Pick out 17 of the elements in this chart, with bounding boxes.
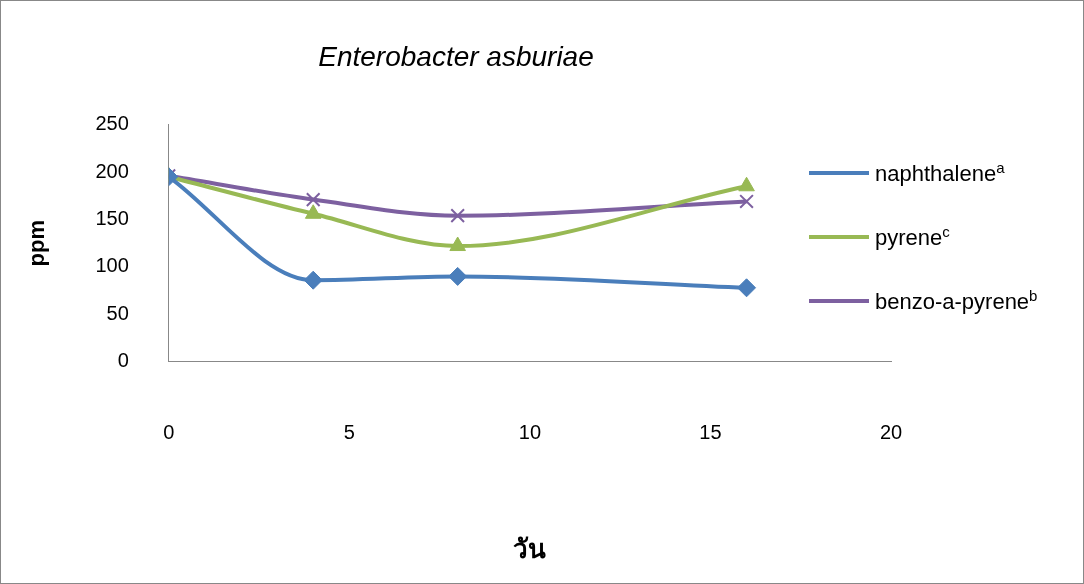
x-tick-label: 10	[518, 421, 542, 444]
y-tick-label: 250	[95, 112, 129, 135]
legend-label: benzo-a-pyrene$^{b}$	[875, 286, 1038, 316]
y-tick-label: 150	[95, 207, 129, 229]
x-axis-title: วัน	[513, 534, 547, 565]
legend-label: naphthalene$^{a}$	[875, 158, 1005, 188]
x-tick-label: 5	[343, 421, 355, 444]
x-tick-label: 15	[699, 421, 722, 444]
y-tick-label: 0	[117, 349, 129, 372]
y-tick-label: 50	[106, 301, 129, 324]
y-tick-label: 100	[95, 254, 129, 277]
legend-label: pyrene$^{c}$	[875, 222, 950, 252]
chart-title: Enterobacter asburiae	[318, 40, 594, 72]
x-tick-label: 20	[879, 421, 903, 444]
x-tick-label: 0	[163, 421, 175, 444]
y-axis-title: ppm	[24, 219, 50, 267]
y-tick-label: 200	[95, 159, 129, 182]
